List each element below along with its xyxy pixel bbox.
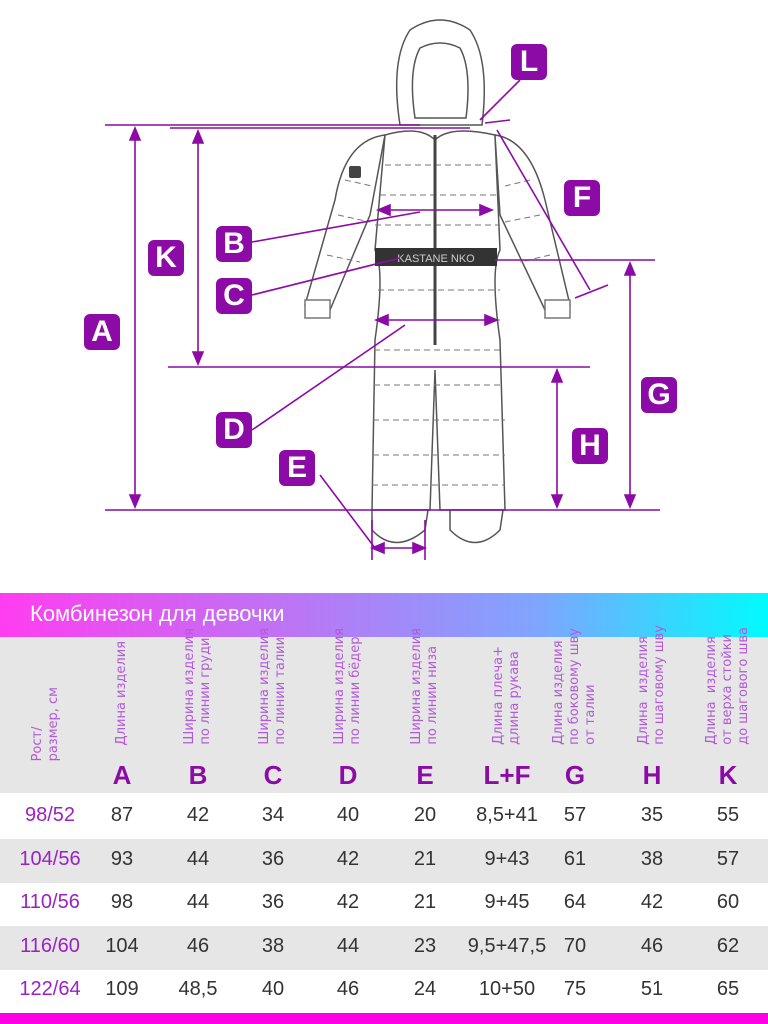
- value-cell: 98: [110, 891, 134, 914]
- value-cell: 46: [186, 934, 210, 957]
- value-cell: 10+50: [478, 978, 536, 1001]
- value-cell: 104: [105, 934, 139, 957]
- size-diagram: KASTANE NKO: [84, 19, 677, 560]
- value-cell: 9+45: [484, 891, 530, 914]
- value-cell: 38: [640, 847, 664, 870]
- value-cell: 44: [336, 934, 360, 957]
- value-cell: 57: [716, 847, 740, 870]
- size-cell: 122/64: [19, 978, 81, 1001]
- value-cell: 9+43: [484, 847, 530, 870]
- value-cell: 36: [261, 847, 285, 870]
- table-title-band: Комбинезон для девочки: [0, 593, 768, 637]
- table-row: 122/64 109 48,5 40 46 24 10+50 75 51 65: [0, 969, 768, 1013]
- value-cell: 44: [186, 891, 210, 914]
- label-K: K: [148, 240, 184, 276]
- label-C: C: [216, 278, 252, 314]
- value-cell: 42: [336, 891, 360, 914]
- column-description: Длина изделия: [114, 640, 129, 745]
- size-cell: 98/52: [24, 804, 76, 826]
- value-cell: 40: [261, 978, 285, 1001]
- column-letter: H: [642, 760, 662, 790]
- label-B: B: [216, 226, 252, 262]
- value-cell: 61: [563, 847, 587, 870]
- size-cell: 116/60: [20, 934, 80, 957]
- value-cell: 8,5+41: [476, 804, 538, 826]
- value-cell: 109: [105, 978, 139, 1001]
- value-cell: 40: [336, 804, 360, 826]
- column-description: Ширина изделия по линии бёдер: [332, 628, 363, 745]
- value-cell: 44: [186, 847, 210, 870]
- value-cell: 42: [640, 891, 664, 914]
- value-cell: 46: [640, 934, 664, 957]
- table-row: 116/60 104 46 38 44 23 9,5+47,5 70 46 62: [0, 925, 768, 970]
- value-cell: 46: [336, 978, 360, 1001]
- value-cell: 42: [186, 804, 210, 826]
- table-row: 98/52 87 42 34 40 20 8,5+41 57 35 55: [0, 795, 768, 839]
- table-row: 104/56 93 44 36 42 21 9+43 61 38 57: [0, 838, 768, 883]
- value-cell: 38: [261, 934, 285, 957]
- column-letter: K: [718, 760, 738, 790]
- column-letter: L+F: [483, 760, 531, 790]
- column-description: Длина изделия от верха стойки до шаговог…: [704, 627, 751, 745]
- label-H: H: [572, 428, 608, 464]
- value-cell: 60: [716, 891, 740, 914]
- jumpsuit-drawing: KASTANE NKO: [105, 19, 660, 560]
- value-cell: 87: [110, 804, 134, 826]
- value-cell: 20: [413, 804, 437, 826]
- value-cell: 55: [716, 804, 740, 826]
- label-L: L: [511, 44, 547, 80]
- column-description: Ширина изделия по линии низа: [409, 628, 440, 745]
- value-cell: 21: [413, 891, 437, 914]
- column-description: Ширина изделия по линии груди: [182, 628, 213, 745]
- size-header: Рост/ размер, см: [30, 686, 61, 761]
- table-title: Комбинезон для девочки: [30, 601, 285, 626]
- value-cell: 70: [563, 934, 587, 957]
- column-description: Длина изделия по шаговому шву: [636, 625, 667, 745]
- column-letter: D: [338, 760, 358, 790]
- value-cell: 62: [716, 934, 740, 957]
- value-cell: 21: [413, 847, 437, 870]
- value-cell: 34: [261, 804, 285, 826]
- column-letter: A: [112, 760, 132, 790]
- label-A: A: [84, 314, 120, 350]
- column-description: Длина плеча+ длина рукава: [491, 646, 522, 745]
- value-cell: 64: [563, 891, 587, 914]
- value-cell: 9,5+47,5: [467, 934, 547, 957]
- value-cell: 36: [261, 891, 285, 914]
- value-cell: 23: [413, 934, 437, 957]
- column-description: Длина изделия по боковому шву от талии: [551, 628, 598, 745]
- value-cell: 24: [413, 978, 437, 1001]
- column-letter: C: [263, 760, 283, 790]
- label-F: F: [564, 180, 600, 216]
- bottom-bar: [0, 1013, 768, 1024]
- value-cell: 42: [336, 847, 360, 870]
- value-cell: 48,5: [178, 978, 218, 1001]
- label-E: E: [279, 450, 315, 486]
- column-letter: E: [416, 760, 434, 790]
- table-header: Рост/ размер, см Длина изделия A Ширина из…: [0, 625, 768, 793]
- value-cell: 93: [110, 847, 134, 870]
- column-letter: B: [188, 760, 208, 790]
- value-cell: 51: [640, 978, 664, 1001]
- value-cell: 35: [640, 804, 664, 826]
- label-G: G: [641, 377, 677, 413]
- value-cell: 57: [563, 804, 587, 826]
- size-cell: 104/56: [19, 847, 81, 870]
- table-row: 110/56 98 44 36 42 21 9+45 64 42 60: [0, 882, 768, 926]
- column-letter: G: [564, 760, 586, 790]
- size-cell: 110/56: [20, 891, 80, 914]
- belt-text: KASTANE NKO: [397, 253, 475, 265]
- column-description: Ширина изделия по линии талии: [257, 628, 288, 745]
- label-D: D: [216, 412, 252, 448]
- value-cell: 65: [716, 978, 740, 1001]
- value-cell: 75: [563, 978, 587, 1001]
